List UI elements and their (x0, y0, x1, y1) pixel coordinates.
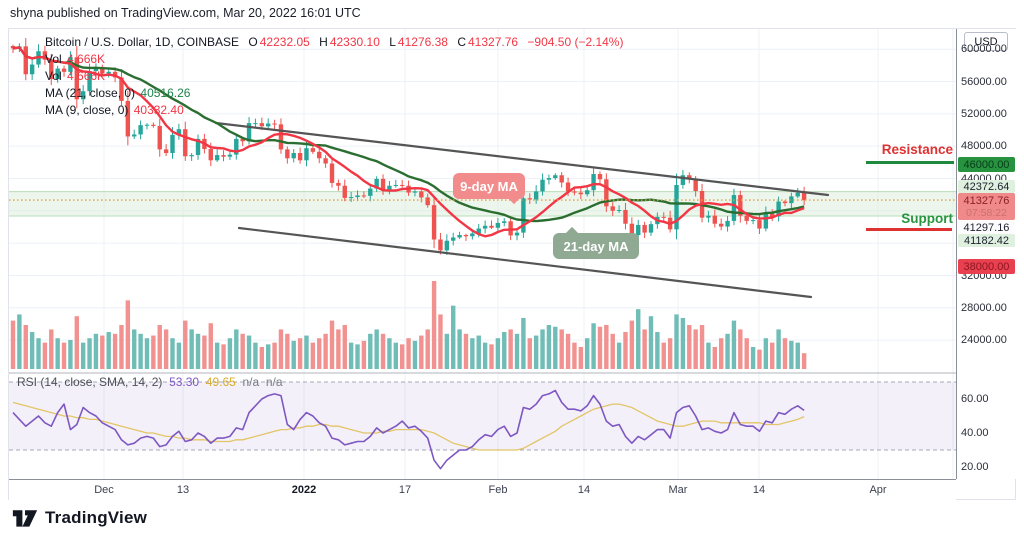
price-badge: 42372.64 (958, 180, 1015, 193)
high-label: H (319, 35, 328, 49)
currency-button[interactable]: USD (964, 32, 1008, 51)
symbol-title: Bitcoin / U.S. Dollar, 1D, COINBASE (45, 35, 240, 49)
ma21-legend-row[interactable]: MA (21, close, 0) 40516.26 (45, 86, 192, 100)
ma9-legend-row[interactable]: MA (9, close, 0) 40332.40 (45, 103, 186, 117)
time-label: 13 (176, 484, 190, 496)
rsi-lower-na: n/a (265, 375, 283, 389)
price-tick: 60.00 (961, 393, 989, 405)
time-label: 17 (398, 484, 412, 496)
change-value: −904.50 (−2.14%) (527, 35, 624, 49)
volume-value-2: 4.666K (67, 69, 106, 83)
published-attribution: shyna published on TradingView.com, Mar … (10, 6, 361, 20)
high-value: 42330.10 (329, 35, 380, 49)
open-value: 42232.05 (259, 35, 310, 49)
volume-label: Vol (45, 52, 62, 66)
low-label: L (389, 35, 396, 49)
resistance-label[interactable]: Resistance (881, 142, 953, 157)
rsi-value: 53.30 (169, 375, 200, 389)
rsi-upper-na: n/a (242, 375, 260, 389)
open-label: O (248, 35, 258, 49)
volume-label-2: Vol (45, 69, 62, 83)
ma9-callout[interactable]: 9-day MA (453, 173, 525, 199)
ma9-value: 40332.40 (133, 103, 184, 117)
low-value: 41276.38 (397, 35, 448, 49)
support-label[interactable]: Support (901, 211, 953, 226)
ma21-label: MA (21, close, 0) (45, 86, 136, 100)
price-badge: 41327.76 07:58:22 (958, 193, 1015, 220)
price-tick: 28000.00 (961, 302, 1007, 314)
rsi-title: RSI (14, close, SMA, 14, 2) (17, 375, 163, 389)
time-label: Apr (869, 484, 887, 496)
ma21-callout[interactable]: 21-day MA (553, 233, 639, 259)
time-label: Dec (94, 484, 114, 496)
resistance-line-segment[interactable] (866, 161, 954, 164)
support-line-segment[interactable] (866, 228, 952, 231)
rsi-sma-value: 49.65 (205, 375, 236, 389)
time-label: 14 (577, 484, 591, 496)
ma21-value: 40516.26 (140, 86, 191, 100)
footer-brand[interactable]: TradingView (12, 508, 147, 528)
price-badge: 46000.00 (958, 157, 1015, 172)
close-label: C (457, 35, 466, 49)
time-axis[interactable]: Dec 13 2022 17 Feb 14 Mar 14 Apr (9, 479, 956, 501)
price-badge: 38000.00 (958, 259, 1015, 274)
close-value: 41327.76 (468, 35, 519, 49)
price-tick: 52000.00 (961, 108, 1007, 120)
price-tick: 56000.00 (961, 76, 1007, 88)
main-chart-canvas[interactable] (9, 29, 956, 479)
price-tick: 20.00 (961, 461, 989, 473)
tradingview-wordmark: TradingView (45, 508, 148, 527)
symbol-legend-row[interactable]: Bitcoin / U.S. Dollar, 1D, COINBASE O 422… (45, 35, 625, 49)
time-label: 14 (752, 484, 766, 496)
price-badge: 41182.42 (958, 234, 1015, 247)
time-label: Feb (488, 484, 508, 496)
volume-legend-row[interactable]: Vol 4.666K (45, 52, 107, 66)
price-tick: 48000.00 (961, 140, 1007, 152)
time-label: Mar (668, 484, 688, 496)
volume-value: 4.666K (67, 52, 106, 66)
rsi-legend-row[interactable]: RSI (14, close, SMA, 14, 2) 53.30 49.65 … (17, 375, 283, 389)
price-axis[interactable]: USD 60000.00 56000.00 52000.00 48000.00 4400… (956, 29, 1016, 479)
ma9-label: MA (9, close, 0) (45, 103, 129, 117)
price-tick: 40.00 (961, 427, 989, 439)
tradingview-logo-icon (12, 510, 38, 527)
price-tick: 60000.00 (961, 43, 1007, 55)
price-badge: 41297.16 (958, 221, 1015, 234)
chart-widget: Bitcoin / U.S. Dollar, 1D, COINBASE O 422… (8, 28, 1016, 501)
price-tick: 24000.00 (961, 334, 1007, 346)
time-label: 2022 (291, 484, 317, 496)
volume-legend-row-2[interactable]: Vol 4.666K (45, 69, 107, 83)
